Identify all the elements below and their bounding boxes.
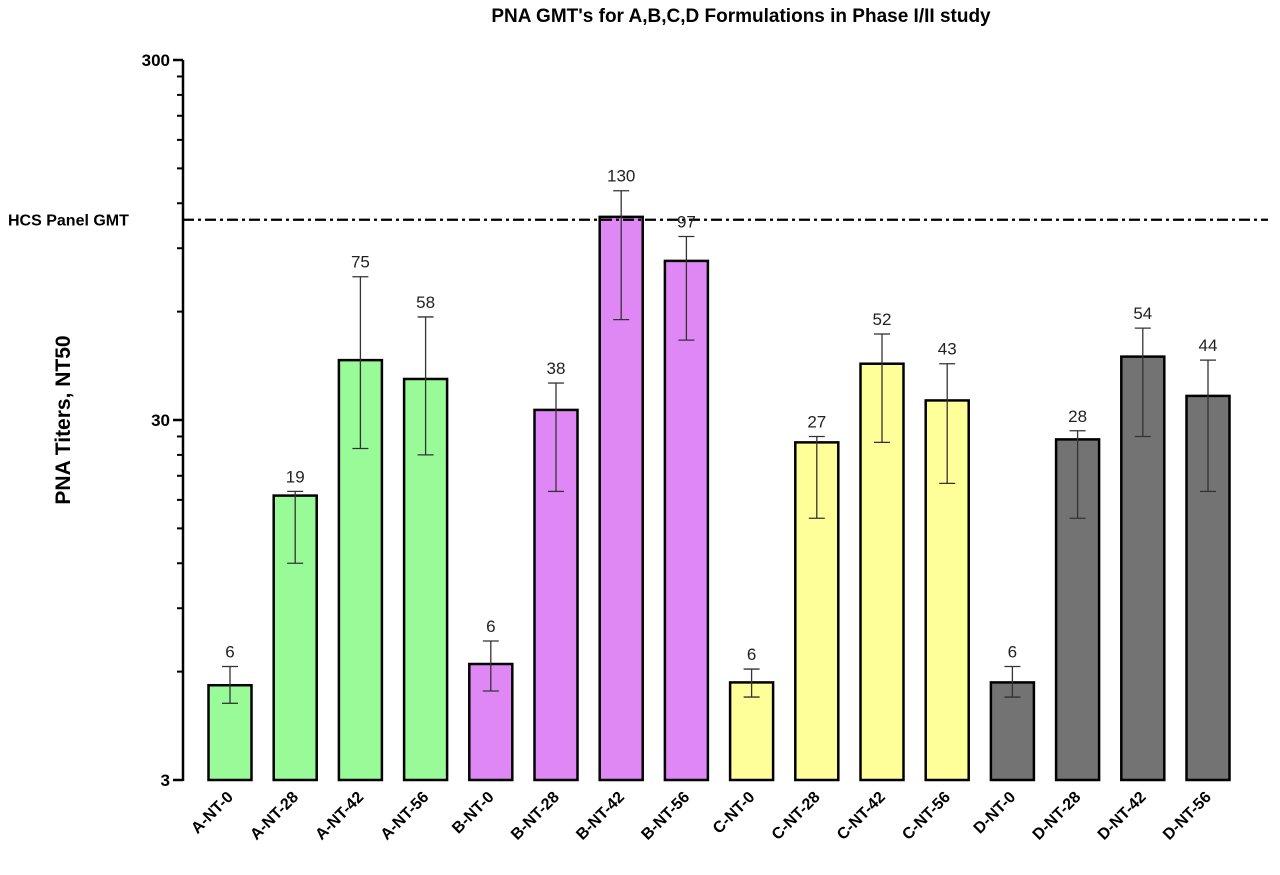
data-label-B-NT-56: 97 (677, 213, 696, 232)
error-bar-B-NT-0 (482, 640, 499, 692)
x-tick-label-A-NT-56: A-NT-56 (378, 789, 433, 844)
data-label-A-NT-28: 19 (286, 467, 305, 486)
data-label-A-NT-42: 75 (351, 253, 370, 272)
data-label-C-NT-42: 52 (873, 310, 892, 329)
error-bar-C-NT-0 (743, 668, 760, 698)
data-label-D-NT-56: 44 (1199, 336, 1218, 355)
error-bar-C-NT-56 (939, 363, 956, 485)
error-bar-D-NT-0 (1004, 665, 1021, 698)
bar-D-NT-56 (1185, 394, 1231, 782)
x-tick-label-C-NT-0: C-NT-0 (710, 789, 759, 838)
x-tick-label-D-NT-42: D-NT-42 (1095, 789, 1150, 844)
x-tick-label-B-NT-0: B-NT-0 (449, 789, 498, 838)
x-tick-label-C-NT-28: C-NT-28 (769, 789, 824, 844)
data-label-B-NT-42: 130 (607, 167, 635, 186)
reference-line-label: HCS Panel GMT (8, 213, 129, 230)
error-bar-B-NT-42 (613, 190, 630, 321)
y-tick-label: 300 (142, 51, 170, 70)
x-tick-label-A-NT-0: A-NT-0 (188, 789, 237, 838)
x-tick-label-D-NT-28: D-NT-28 (1030, 789, 1085, 844)
data-label-A-NT-0: 6 (225, 643, 234, 662)
error-bar-C-NT-42 (874, 333, 890, 444)
x-tick-label-B-NT-28: B-NT-28 (508, 789, 563, 844)
x-tick-label-C-NT-42: C-NT-42 (834, 789, 889, 844)
data-label-C-NT-56: 43 (938, 340, 957, 359)
data-label-B-NT-0: 6 (486, 617, 495, 636)
data-label-D-NT-28: 28 (1068, 407, 1087, 426)
error-bar-D-NT-56 (1200, 359, 1216, 493)
x-tick-label-B-NT-42: B-NT-42 (573, 789, 628, 844)
data-label-D-NT-0: 6 (1008, 643, 1017, 662)
x-tick-label-A-NT-28: A-NT-28 (247, 789, 302, 844)
x-tick-label-C-NT-56: C-NT-56 (899, 789, 954, 844)
x-tick-label-B-NT-56: B-NT-56 (638, 789, 693, 844)
y-tick-label: 30 (151, 411, 170, 430)
reference-line-group: HCS Panel GMT (8, 213, 1268, 230)
y-tick-label: 3 (161, 771, 170, 790)
bar-B-NT-56 (663, 259, 710, 782)
data-label-B-NT-28: 38 (547, 359, 566, 378)
data-label-D-NT-42: 54 (1133, 304, 1152, 323)
x-tick-label-A-NT-42: A-NT-42 (312, 789, 367, 844)
x-tick-label-D-NT-0: D-NT-0 (971, 789, 1020, 838)
error-bar-D-NT-28 (1069, 430, 1086, 519)
chart-title: PNA GMT's for A,B,C,D Formulations in Ph… (491, 6, 991, 27)
error-bar-B-NT-56 (678, 235, 695, 341)
data-label-A-NT-56: 58 (416, 293, 435, 312)
error-bar-A-NT-56 (417, 316, 434, 456)
y-axis-label: PNA Titers, NT50 (52, 335, 75, 504)
error-bar-B-NT-28 (548, 382, 564, 493)
bar-C-NT-0 (728, 681, 775, 782)
data-label-C-NT-28: 27 (807, 412, 826, 431)
error-bar-C-NT-28 (808, 435, 825, 519)
error-bar-A-NT-42 (352, 276, 369, 450)
error-bar-A-NT-0 (222, 665, 238, 704)
data-label-C-NT-0: 6 (747, 645, 756, 664)
bars-layer (207, 190, 1231, 782)
x-tick-label-D-NT-56: D-NT-56 (1160, 789, 1215, 844)
error-bar-D-NT-42 (1134, 327, 1151, 438)
y-axis: 3 30 300 (142, 51, 185, 790)
error-bar-A-NT-28 (287, 490, 304, 564)
